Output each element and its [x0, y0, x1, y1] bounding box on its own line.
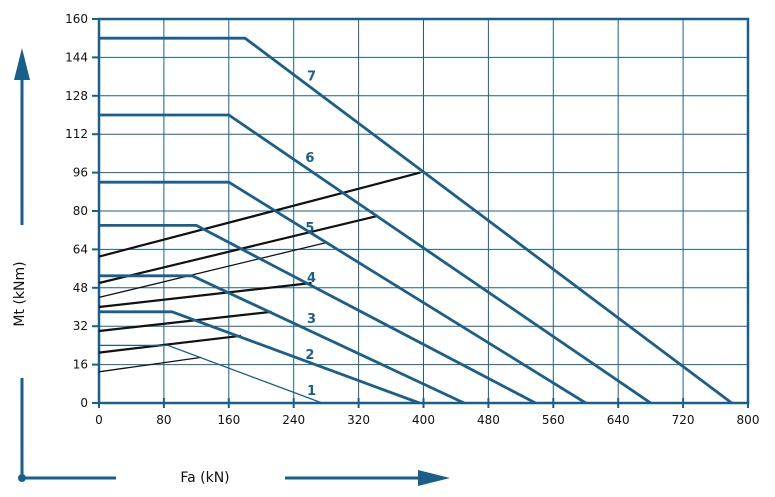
- curve-6: [99, 113, 652, 405]
- y-tick-label-3: 48: [73, 281, 88, 295]
- y-tick-label-9: 144: [65, 50, 88, 64]
- black-line-3: [98, 310, 272, 333]
- y-tick-label-7: 112: [65, 127, 88, 141]
- y-tick-label-1: 16: [73, 358, 88, 372]
- y-tick-label-5: 80: [73, 204, 88, 218]
- curve-label-2: 2: [305, 348, 314, 363]
- black-line-4: [98, 281, 312, 309]
- y-tick-label-6: 96: [73, 166, 88, 180]
- y-tick-label-10: 160: [65, 12, 88, 26]
- y-axis-label: Mt (kNm): [12, 261, 28, 326]
- x-tick-label-2: 160: [217, 413, 240, 427]
- x-axis-label: Fa (kN): [180, 470, 229, 486]
- curves: [99, 36, 733, 405]
- curve-label-1: 1: [307, 384, 316, 399]
- black-lines: [98, 171, 421, 373]
- x-tick-label-9: 720: [672, 413, 695, 427]
- curve-label-7: 7: [307, 70, 316, 85]
- x-tick-label-5: 400: [412, 413, 435, 427]
- y-tick-label-8: 128: [65, 89, 88, 103]
- curve-label-3: 3: [307, 312, 316, 327]
- y-tick-labels: 0 16 32 48 64 80 96 112 128 144 160: [65, 12, 99, 410]
- curve-5: [99, 180, 587, 405]
- curve-label-5: 5: [305, 221, 314, 236]
- x-tick-label-10: 800: [737, 413, 760, 427]
- black-line-2: [98, 334, 242, 354]
- black-line-7: [98, 171, 421, 258]
- x-tick-label-0: 0: [95, 413, 103, 427]
- x-tick-label-3: 240: [282, 413, 305, 427]
- black-line-6: [98, 214, 379, 285]
- y-axis-arrow: [14, 48, 30, 225]
- x-tick-label-7: 560: [542, 413, 565, 427]
- x-tick-labels: 0 80 160 240 320 400 480 560 640 720 800: [95, 398, 759, 427]
- curve-label-4: 4: [307, 271, 316, 286]
- black-line-1: [98, 356, 202, 373]
- curve-4: [99, 223, 537, 405]
- curve-label-6: 6: [305, 151, 314, 166]
- x-tick-label-1: 80: [156, 413, 171, 427]
- curve-3: [99, 274, 465, 405]
- curve-7: [99, 36, 733, 405]
- origin-corner: [18, 378, 116, 482]
- y-tick-label-0: 0: [80, 396, 88, 410]
- curve-labels: 1 2 3 4 5 6 7: [305, 70, 316, 399]
- black-line-5: [98, 241, 328, 299]
- x-tick-label-6: 480: [477, 413, 500, 427]
- curve-1: [99, 344, 323, 404]
- y-tick-label-2: 32: [73, 319, 88, 333]
- y-tick-label-4: 64: [73, 242, 88, 256]
- x-axis-arrow: [285, 470, 450, 486]
- x-tick-label-4: 320: [347, 413, 370, 427]
- curve-2: [99, 310, 420, 405]
- x-tick-label-8: 640: [607, 413, 630, 427]
